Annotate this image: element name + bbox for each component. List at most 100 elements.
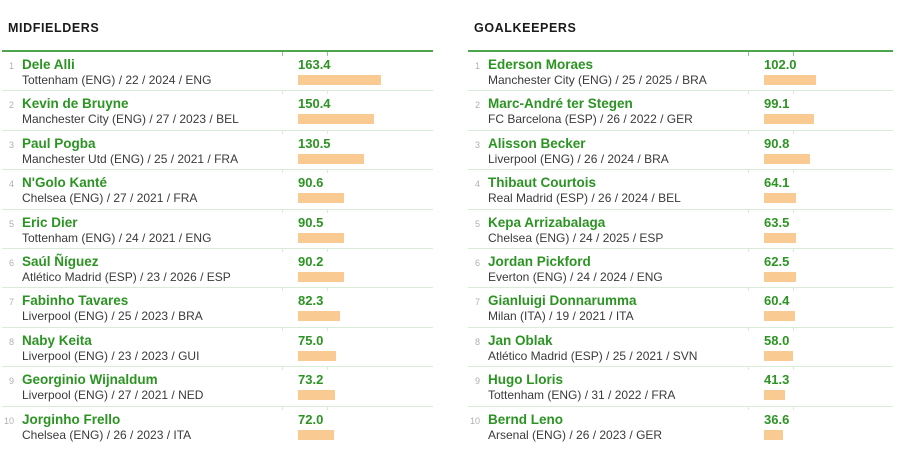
player-value: 75.0	[298, 332, 324, 348]
rank-number: 9	[8, 376, 14, 387]
section-title-goalkeepers: GOALKEEPERS	[474, 21, 577, 35]
value-bar	[764, 390, 785, 401]
player-name: Jorginho Frello	[22, 411, 121, 427]
player-row: 7 Gianluigi Donnarumma Milan (ITA) / 19 / …	[468, 288, 893, 332]
player-details: Manchester Utd (ENG) / 25 / 2021 / FRA	[22, 151, 239, 166]
player-value: 102.0	[764, 57, 797, 72]
value-block: 130.5	[298, 136, 364, 164]
value-block: 72.0	[298, 411, 335, 440]
player-details: Manchester City (ENG) / 25 / 2025 / BRA	[488, 73, 707, 87]
player-name: Ederson Moraes	[488, 57, 594, 72]
rank-number: 4	[8, 179, 14, 190]
value-bar	[764, 311, 795, 322]
value-bar	[764, 114, 814, 125]
section-midfielders: MIDFIELDERS 1 Dele Alli Tottenham (ENG) / …	[2, 0, 433, 446]
player-name: Gianluigi Donnarumma	[488, 293, 637, 309]
player-row: 8 Jan Oblak Atlético Madrid (ESP) / 25 / 2…	[468, 328, 893, 371]
value-block: 163.4	[298, 57, 381, 85]
value-bar	[298, 271, 344, 282]
player-value: 41.3	[764, 372, 790, 388]
rank-number: 2	[8, 100, 14, 111]
player-row: 3 Alisson Becker Liverpool (ENG) / 26 / 20…	[468, 131, 893, 174]
value-block: 150.4	[298, 96, 374, 125]
player-value: 72.0	[298, 411, 324, 427]
value-bar	[764, 350, 794, 361]
player-row: 5 Eric Dier Tottenham (ENG) / 24 / 2021 / …	[2, 210, 433, 253]
value-bar	[298, 390, 335, 401]
player-row: 1 Ederson Moraes Manchester City (ENG) / 2…	[468, 52, 893, 95]
player-name: Saúl Ñíguez	[22, 253, 99, 269]
player-row: 3 Paul Pogba Manchester Utd (ENG) / 25 / 2…	[2, 131, 433, 174]
rank-number: 8	[8, 336, 14, 347]
value-block: 82.3	[298, 293, 340, 322]
value-block: 36.6	[764, 412, 789, 440]
player-details: Manchester City (ENG) / 27 / 2023 / BEL	[22, 112, 239, 127]
value-block: 90.8	[764, 136, 810, 164]
value-block: 75.0	[298, 333, 336, 361]
column-tick	[748, 52, 749, 56]
player-details: Arsenal (ENG) / 26 / 2023 / GER	[488, 427, 663, 442]
value-bar	[764, 232, 797, 243]
header-rule	[468, 50, 893, 56]
player-name: Alisson Becker	[488, 135, 586, 151]
player-row: 2 Kevin de Bruyne Manchester City (ENG) / …	[2, 91, 433, 135]
value-bar	[764, 193, 797, 204]
player-row: 6 Jordan Pickford Everton (ENG) / 24 / 202…	[468, 249, 893, 292]
rank-number: 3	[8, 139, 14, 150]
rank-number: 2	[474, 100, 480, 111]
player-details: Liverpool (ENG) / 26 / 2024 / BRA	[488, 151, 669, 166]
value-bar	[764, 271, 796, 282]
value-block: 63.5	[764, 215, 797, 243]
column-tick	[793, 52, 794, 56]
player-name: Hugo Lloris	[488, 372, 563, 388]
value-block: 90.2	[298, 254, 344, 282]
player-details: FC Barcelona (ESP) / 26 / 2022 / GER	[488, 112, 693, 127]
value-bar	[298, 232, 344, 243]
player-row: 8 Naby Keita Liverpool (ENG) / 23 / 2023 /…	[2, 328, 433, 371]
player-row: 10 Jorginho Frello Chelsea (ENG) / 26 / 20…	[2, 407, 433, 446]
player-value: 60.4	[764, 293, 790, 309]
player-list-midfielders: 1 Dele Alli Tottenham (ENG) / 22 / 2024 / …	[2, 52, 433, 446]
player-row: 7 Fabinho Tavares Liverpool (ENG) / 25 / 2…	[2, 288, 433, 332]
rank-number: 1	[8, 61, 14, 71]
player-details: Liverpool (ENG) / 23 / 2023 / GUI	[22, 348, 200, 363]
player-row: 5 Kepa Arrizabalaga Chelsea (ENG) / 24 / 2…	[468, 210, 893, 253]
player-value: 36.6	[764, 411, 790, 427]
player-details: Everton (ENG) / 24 / 2024 / ENG	[488, 269, 663, 284]
rank-number: 10	[469, 415, 480, 426]
player-name: Dele Alli	[22, 57, 75, 72]
player-name: Georginio Wijnaldum	[22, 372, 158, 388]
value-bar	[764, 429, 783, 440]
player-details: Liverpool (ENG) / 27 / 2021 / NED	[22, 388, 204, 403]
value-bar	[298, 153, 364, 164]
value-bar	[298, 429, 335, 440]
value-block: 60.4	[764, 293, 795, 322]
rank-number: 6	[8, 257, 14, 268]
value-bar	[298, 311, 340, 322]
player-name: Naby Keita	[22, 332, 92, 348]
player-row: 4 Thibaut Courtois Real Madrid (ESP) / 26 …	[468, 170, 893, 213]
player-details: Milan (ITA) / 19 / 2021 / ITA	[488, 309, 634, 324]
player-row: 9 Hugo Lloris Tottenham (ENG) / 31 / 2022 …	[468, 367, 893, 410]
value-block: 41.3	[764, 372, 790, 401]
player-value: 90.5	[298, 214, 324, 230]
player-name: Fabinho Tavares	[22, 293, 129, 309]
player-value: 150.4	[298, 96, 331, 112]
value-bar	[298, 114, 374, 125]
player-value: 90.8	[764, 135, 790, 151]
player-details: Atlético Madrid (ESP) / 23 / 2026 / ESP	[22, 269, 231, 284]
player-row: 1 Dele Alli Tottenham (ENG) / 22 / 2024 / …	[2, 52, 433, 95]
player-details: Liverpool (ENG) / 25 / 2023 / BRA	[22, 309, 203, 324]
player-list-goalkeepers: 1 Ederson Moraes Manchester City (ENG) / 2…	[468, 52, 893, 446]
rank-number: 7	[8, 297, 14, 308]
value-block: 58.0	[764, 333, 794, 361]
player-value: 62.5	[764, 253, 790, 269]
player-name: Thibaut Courtois	[488, 175, 596, 191]
value-bar	[764, 153, 810, 164]
rank-number: 7	[474, 297, 480, 308]
value-block: 62.5	[764, 254, 796, 282]
player-details: Real Madrid (ESP) / 26 / 2024 / BEL	[488, 191, 681, 206]
rank-number: 10	[3, 415, 14, 426]
rank-number: 3	[474, 139, 480, 150]
